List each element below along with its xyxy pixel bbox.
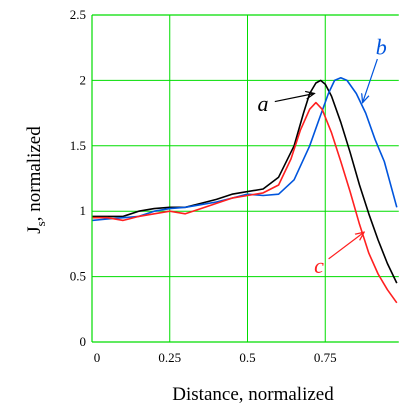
y-tick-label: 0.5 <box>70 269 86 284</box>
x-tick-label: 0 <box>94 350 101 365</box>
curve-label-c: c <box>314 253 324 278</box>
series-line-a <box>92 80 397 283</box>
plot-frame <box>92 15 399 342</box>
y-axis-title-rest: , normalized <box>24 126 45 221</box>
x-tick-label: 0.25 <box>158 350 181 365</box>
y-tick-label: 2.5 <box>70 7 86 22</box>
x-tick-labels: 0 0.25 0.5 0.75 <box>94 350 337 365</box>
y-tick-label: 0 <box>80 334 87 349</box>
x-tick-label: 0.5 <box>239 350 255 365</box>
y-tick-label: 2 <box>80 72 87 87</box>
series-line-c <box>92 103 397 303</box>
x-tick-label: 0.75 <box>314 350 337 365</box>
curve-annotations: a b c <box>258 35 387 278</box>
curve-label-a: a <box>258 91 269 116</box>
y-axis-title-main: J <box>24 226 45 233</box>
curve-label-b: b <box>376 35 387 60</box>
y-tick-label: 1 <box>80 203 87 218</box>
y-tick-label: 1.5 <box>70 138 86 153</box>
grid-lines <box>92 15 399 342</box>
y-tick-labels: 0 0.5 1 1.5 2 2.5 <box>70 7 86 349</box>
y-axis-title: Js, normalized <box>24 126 48 234</box>
arrow-c <box>329 232 365 259</box>
x-axis-title: Distance, normalized <box>172 384 334 405</box>
series-line-b <box>92 78 397 221</box>
data-series <box>92 78 397 303</box>
